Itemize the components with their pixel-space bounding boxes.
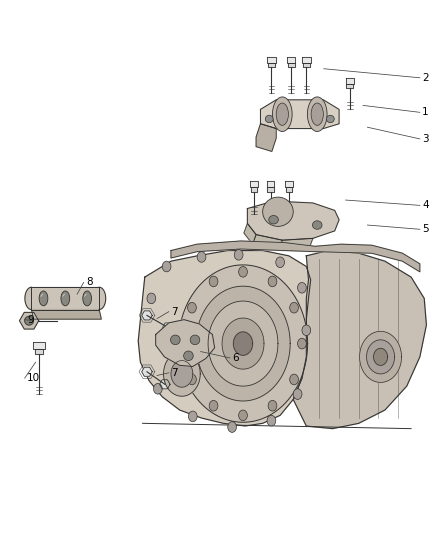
Polygon shape	[268, 187, 274, 191]
Polygon shape	[268, 63, 275, 67]
Polygon shape	[32, 287, 99, 310]
Polygon shape	[346, 78, 354, 84]
Circle shape	[153, 383, 162, 394]
Polygon shape	[302, 56, 311, 63]
Polygon shape	[196, 286, 290, 401]
Ellipse shape	[265, 115, 273, 123]
Ellipse shape	[272, 97, 292, 132]
Polygon shape	[253, 235, 283, 250]
Polygon shape	[250, 181, 258, 187]
Text: 7: 7	[171, 368, 177, 378]
Circle shape	[187, 302, 196, 313]
Text: 10: 10	[27, 373, 40, 383]
Polygon shape	[247, 201, 339, 240]
Polygon shape	[33, 342, 45, 350]
Circle shape	[162, 261, 171, 272]
Ellipse shape	[276, 103, 288, 125]
Polygon shape	[251, 187, 257, 191]
Polygon shape	[374, 349, 388, 366]
Ellipse shape	[190, 335, 200, 345]
Circle shape	[234, 249, 243, 260]
Polygon shape	[267, 181, 275, 187]
Polygon shape	[171, 241, 420, 272]
Polygon shape	[35, 350, 43, 354]
Polygon shape	[267, 56, 276, 63]
Circle shape	[267, 415, 276, 426]
Polygon shape	[142, 367, 152, 376]
Ellipse shape	[170, 335, 180, 345]
Polygon shape	[367, 340, 395, 374]
Circle shape	[228, 422, 237, 432]
Text: 8: 8	[86, 278, 92, 287]
Circle shape	[209, 400, 218, 411]
Ellipse shape	[307, 97, 327, 132]
Polygon shape	[286, 187, 292, 191]
Polygon shape	[346, 84, 353, 88]
Polygon shape	[303, 63, 310, 67]
Circle shape	[239, 410, 247, 421]
Polygon shape	[222, 318, 264, 369]
Polygon shape	[261, 100, 339, 128]
Text: 2: 2	[422, 73, 429, 83]
Ellipse shape	[311, 103, 323, 125]
Polygon shape	[208, 301, 278, 386]
Circle shape	[293, 389, 302, 399]
Circle shape	[180, 338, 188, 349]
Polygon shape	[163, 352, 200, 396]
Polygon shape	[178, 265, 307, 422]
Circle shape	[187, 374, 196, 385]
Circle shape	[290, 374, 298, 385]
Polygon shape	[162, 323, 173, 332]
Polygon shape	[25, 317, 33, 325]
Text: 4: 4	[422, 200, 429, 211]
Polygon shape	[138, 251, 311, 426]
Polygon shape	[32, 310, 101, 319]
Text: 3: 3	[422, 134, 429, 144]
Ellipse shape	[184, 351, 193, 361]
Polygon shape	[256, 124, 276, 151]
Polygon shape	[285, 181, 293, 187]
Polygon shape	[360, 332, 402, 382]
Text: 7: 7	[171, 306, 177, 317]
Polygon shape	[279, 238, 313, 250]
Circle shape	[197, 252, 206, 262]
Ellipse shape	[263, 197, 293, 227]
Polygon shape	[155, 320, 215, 367]
Polygon shape	[159, 379, 170, 389]
Polygon shape	[99, 287, 106, 310]
Circle shape	[297, 282, 306, 293]
Polygon shape	[293, 251, 426, 429]
Text: 1: 1	[422, 107, 429, 117]
Polygon shape	[233, 332, 253, 356]
Ellipse shape	[326, 115, 334, 123]
Polygon shape	[171, 361, 193, 387]
Polygon shape	[288, 63, 294, 67]
Circle shape	[268, 276, 277, 287]
Ellipse shape	[312, 221, 322, 229]
Ellipse shape	[269, 215, 279, 224]
Polygon shape	[244, 223, 256, 244]
Ellipse shape	[61, 291, 70, 306]
Polygon shape	[142, 311, 152, 320]
Circle shape	[268, 400, 277, 411]
Circle shape	[276, 257, 285, 268]
Circle shape	[209, 276, 218, 287]
Text: 6: 6	[232, 353, 239, 363]
Polygon shape	[287, 56, 295, 63]
Circle shape	[188, 411, 197, 422]
Polygon shape	[19, 312, 39, 329]
Circle shape	[297, 338, 306, 349]
Circle shape	[302, 325, 311, 336]
Circle shape	[239, 266, 247, 277]
Ellipse shape	[39, 291, 48, 306]
Ellipse shape	[83, 291, 92, 306]
Polygon shape	[25, 287, 32, 310]
Circle shape	[147, 293, 155, 304]
Text: 5: 5	[422, 224, 429, 235]
Circle shape	[290, 302, 298, 313]
Text: 9: 9	[27, 314, 34, 325]
